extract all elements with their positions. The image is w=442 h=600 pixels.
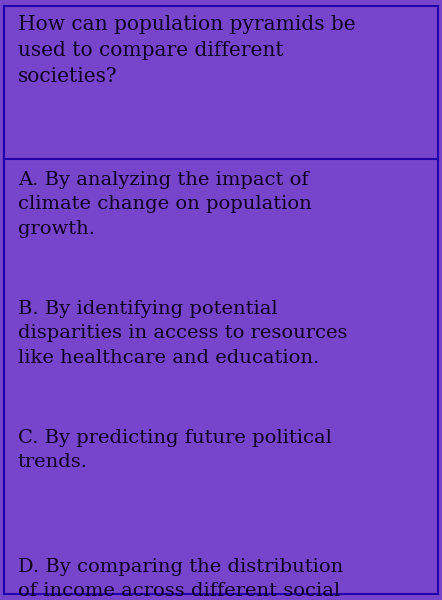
Text: D. By comparing the distribution
of income across different social
classes.: D. By comparing the distribution of inco… [18,558,343,600]
Text: How can population pyramids be
used to compare different
societies?: How can population pyramids be used to c… [18,15,355,85]
Text: B. By identifying potential
disparities in access to resources
like healthcare a: B. By identifying potential disparities … [18,300,347,367]
Text: A. By analyzing the impact of
climate change on population
growth.: A. By analyzing the impact of climate ch… [18,171,312,238]
Text: C. By predicting future political
trends.: C. By predicting future political trends… [18,429,332,472]
